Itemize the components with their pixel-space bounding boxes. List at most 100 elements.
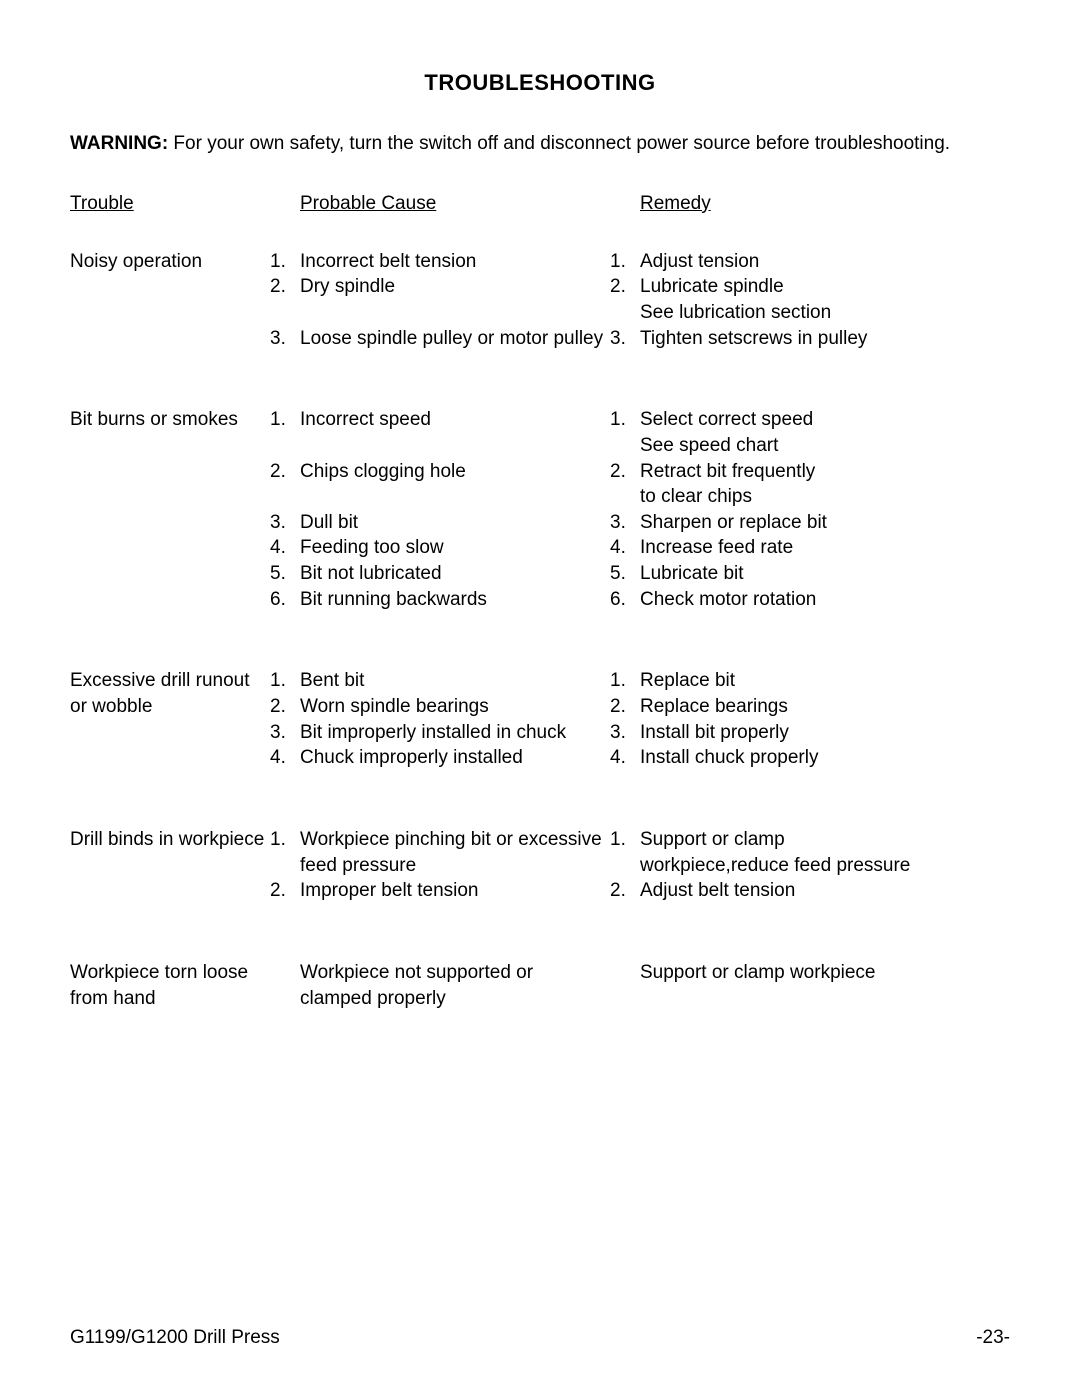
trouble-cell: or wobble [70, 694, 270, 720]
trouble-cell: Bit burns or smokes [70, 407, 270, 433]
trouble-section: Drill binds in workpiece1.Workpiece pinc… [70, 827, 1010, 904]
cause-number: 1. [270, 668, 300, 694]
table-row: feed pressure workpiece,reduce feed press… [70, 853, 1010, 879]
trouble-section: Workpiece torn loose Workpiece not suppor… [70, 960, 1010, 1011]
table-row: Drill binds in workpiece1.Workpiece pinc… [70, 827, 1010, 853]
footer-page-number: -23- [976, 1327, 1010, 1349]
cause-cell: feed pressure [300, 853, 610, 879]
table-row: 4.Feeding too slow4.Increase feed rate [70, 535, 1010, 561]
table-row: 3.Dull bit3.Sharpen or replace bit [70, 510, 1010, 536]
remedy-number: 5. [610, 561, 640, 587]
cause-cell: Feeding too slow [300, 535, 610, 561]
cause-cell: Loose spindle pulley or motor pulley [300, 326, 610, 352]
cause-cell: Chips clogging hole [300, 459, 610, 485]
remedy-cell: Tighten setscrews in pulley [640, 326, 1010, 352]
table-row: from hand clamped properly [70, 986, 1010, 1012]
table-row: 4.Chuck improperly installed4.Install ch… [70, 745, 1010, 771]
cause-number: 2. [270, 878, 300, 904]
trouble-cell: from hand [70, 986, 270, 1012]
cause-cell: Bit running backwards [300, 587, 610, 613]
troubleshooting-table: Noisy operation1.Incorrect belt tension1… [70, 249, 1010, 1011]
cause-cell: Bit not lubricated [300, 561, 610, 587]
remedy-number: 1. [610, 668, 640, 694]
cause-number: 1. [270, 827, 300, 853]
page-footer: G1199/G1200 Drill Press -23- [70, 1327, 1010, 1349]
warning-label: WARNING: [70, 133, 168, 154]
remedy-cell: See lubrication section [640, 300, 1010, 326]
table-row: to clear chips [70, 484, 1010, 510]
remedy-cell: See speed chart [640, 433, 1010, 459]
remedy-number: 3. [610, 510, 640, 536]
table-row: Workpiece torn loose Workpiece not suppor… [70, 960, 1010, 986]
remedy-cell: Lubricate spindle [640, 274, 1010, 300]
page-title: TROUBLESHOOTING [70, 70, 1010, 96]
remedy-cell: Lubricate bit [640, 561, 1010, 587]
header-remedy: Remedy [640, 193, 711, 214]
remedy-cell: Install bit properly [640, 720, 1010, 746]
cause-number: 3. [270, 326, 300, 352]
cause-number: 2. [270, 459, 300, 485]
remedy-cell: Support or clamp workpiece [640, 960, 1010, 986]
table-row: See speed chart [70, 433, 1010, 459]
table-row: Bit burns or smokes1.Incorrect speed1.Se… [70, 407, 1010, 433]
remedy-number: 4. [610, 745, 640, 771]
cause-cell: Dull bit [300, 510, 610, 536]
cause-number: 4. [270, 745, 300, 771]
cause-cell: Chuck improperly installed [300, 745, 610, 771]
remedy-cell: workpiece,reduce feed pressure [640, 853, 1010, 879]
cause-number: 1. [270, 407, 300, 433]
table-row: See lubrication section [70, 300, 1010, 326]
header-trouble: Trouble [70, 193, 134, 214]
cause-cell: Improper belt tension [300, 878, 610, 904]
column-headers: Trouble Probable Cause Remedy [70, 193, 1010, 215]
cause-number: 1. [270, 249, 300, 275]
cause-number: 5. [270, 561, 300, 587]
remedy-number: 4. [610, 535, 640, 561]
table-row: or wobble2.Worn spindle bearings2.Replac… [70, 694, 1010, 720]
footer-model: G1199/G1200 Drill Press [70, 1327, 280, 1349]
trouble-cell: Drill binds in workpiece [70, 827, 270, 853]
remedy-number: 1. [610, 827, 640, 853]
remedy-cell: Replace bearings [640, 694, 1010, 720]
cause-cell: Incorrect speed [300, 407, 610, 433]
table-row: Noisy operation1.Incorrect belt tension1… [70, 249, 1010, 275]
trouble-cell: Noisy operation [70, 249, 270, 275]
cause-number: 2. [270, 694, 300, 720]
cause-cell: clamped properly [300, 986, 610, 1012]
table-row: 3.Bit improperly installed in chuck3.Ins… [70, 720, 1010, 746]
remedy-cell: Replace bit [640, 668, 1010, 694]
cause-number: 4. [270, 535, 300, 561]
table-row: 2.Improper belt tension2.Adjust belt ten… [70, 878, 1010, 904]
table-row: 6.Bit running backwards6.Check motor rot… [70, 587, 1010, 613]
cause-cell: Dry spindle [300, 274, 610, 300]
remedy-cell: Increase feed rate [640, 535, 1010, 561]
remedy-cell: Adjust belt tension [640, 878, 1010, 904]
remedy-cell: Support or clamp [640, 827, 1010, 853]
header-cause: Probable Cause [300, 193, 436, 214]
trouble-section: Excessive drill runout1.Bent bit1.Replac… [70, 668, 1010, 771]
table-row: Excessive drill runout1.Bent bit1.Replac… [70, 668, 1010, 694]
cause-cell: Worn spindle bearings [300, 694, 610, 720]
cause-number: 3. [270, 510, 300, 536]
cause-cell: Workpiece not supported or [300, 960, 610, 986]
cause-number: 6. [270, 587, 300, 613]
table-row: 3.Loose spindle pulley or motor pulley3.… [70, 326, 1010, 352]
remedy-cell: Sharpen or replace bit [640, 510, 1010, 536]
cause-number: 3. [270, 720, 300, 746]
remedy-number: 6. [610, 587, 640, 613]
remedy-cell: Retract bit frequently [640, 459, 1010, 485]
table-row: 5.Bit not lubricated5.Lubricate bit [70, 561, 1010, 587]
cause-cell: Workpiece pinching bit or excessive [300, 827, 610, 853]
table-row: 2.Chips clogging hole2.Retract bit frequ… [70, 459, 1010, 485]
remedy-number: 1. [610, 249, 640, 275]
remedy-number: 2. [610, 694, 640, 720]
trouble-cell: Workpiece torn loose [70, 960, 270, 986]
remedy-cell: Select correct speed [640, 407, 1010, 433]
cause-cell: Incorrect belt tension [300, 249, 610, 275]
cause-cell: Bit improperly installed in chuck [300, 720, 610, 746]
warning-line: WARNING: For your own safety, turn the s… [70, 132, 1010, 157]
remedy-number: 3. [610, 720, 640, 746]
remedy-number: 2. [610, 878, 640, 904]
remedy-number: 3. [610, 326, 640, 352]
remedy-number: 2. [610, 274, 640, 300]
